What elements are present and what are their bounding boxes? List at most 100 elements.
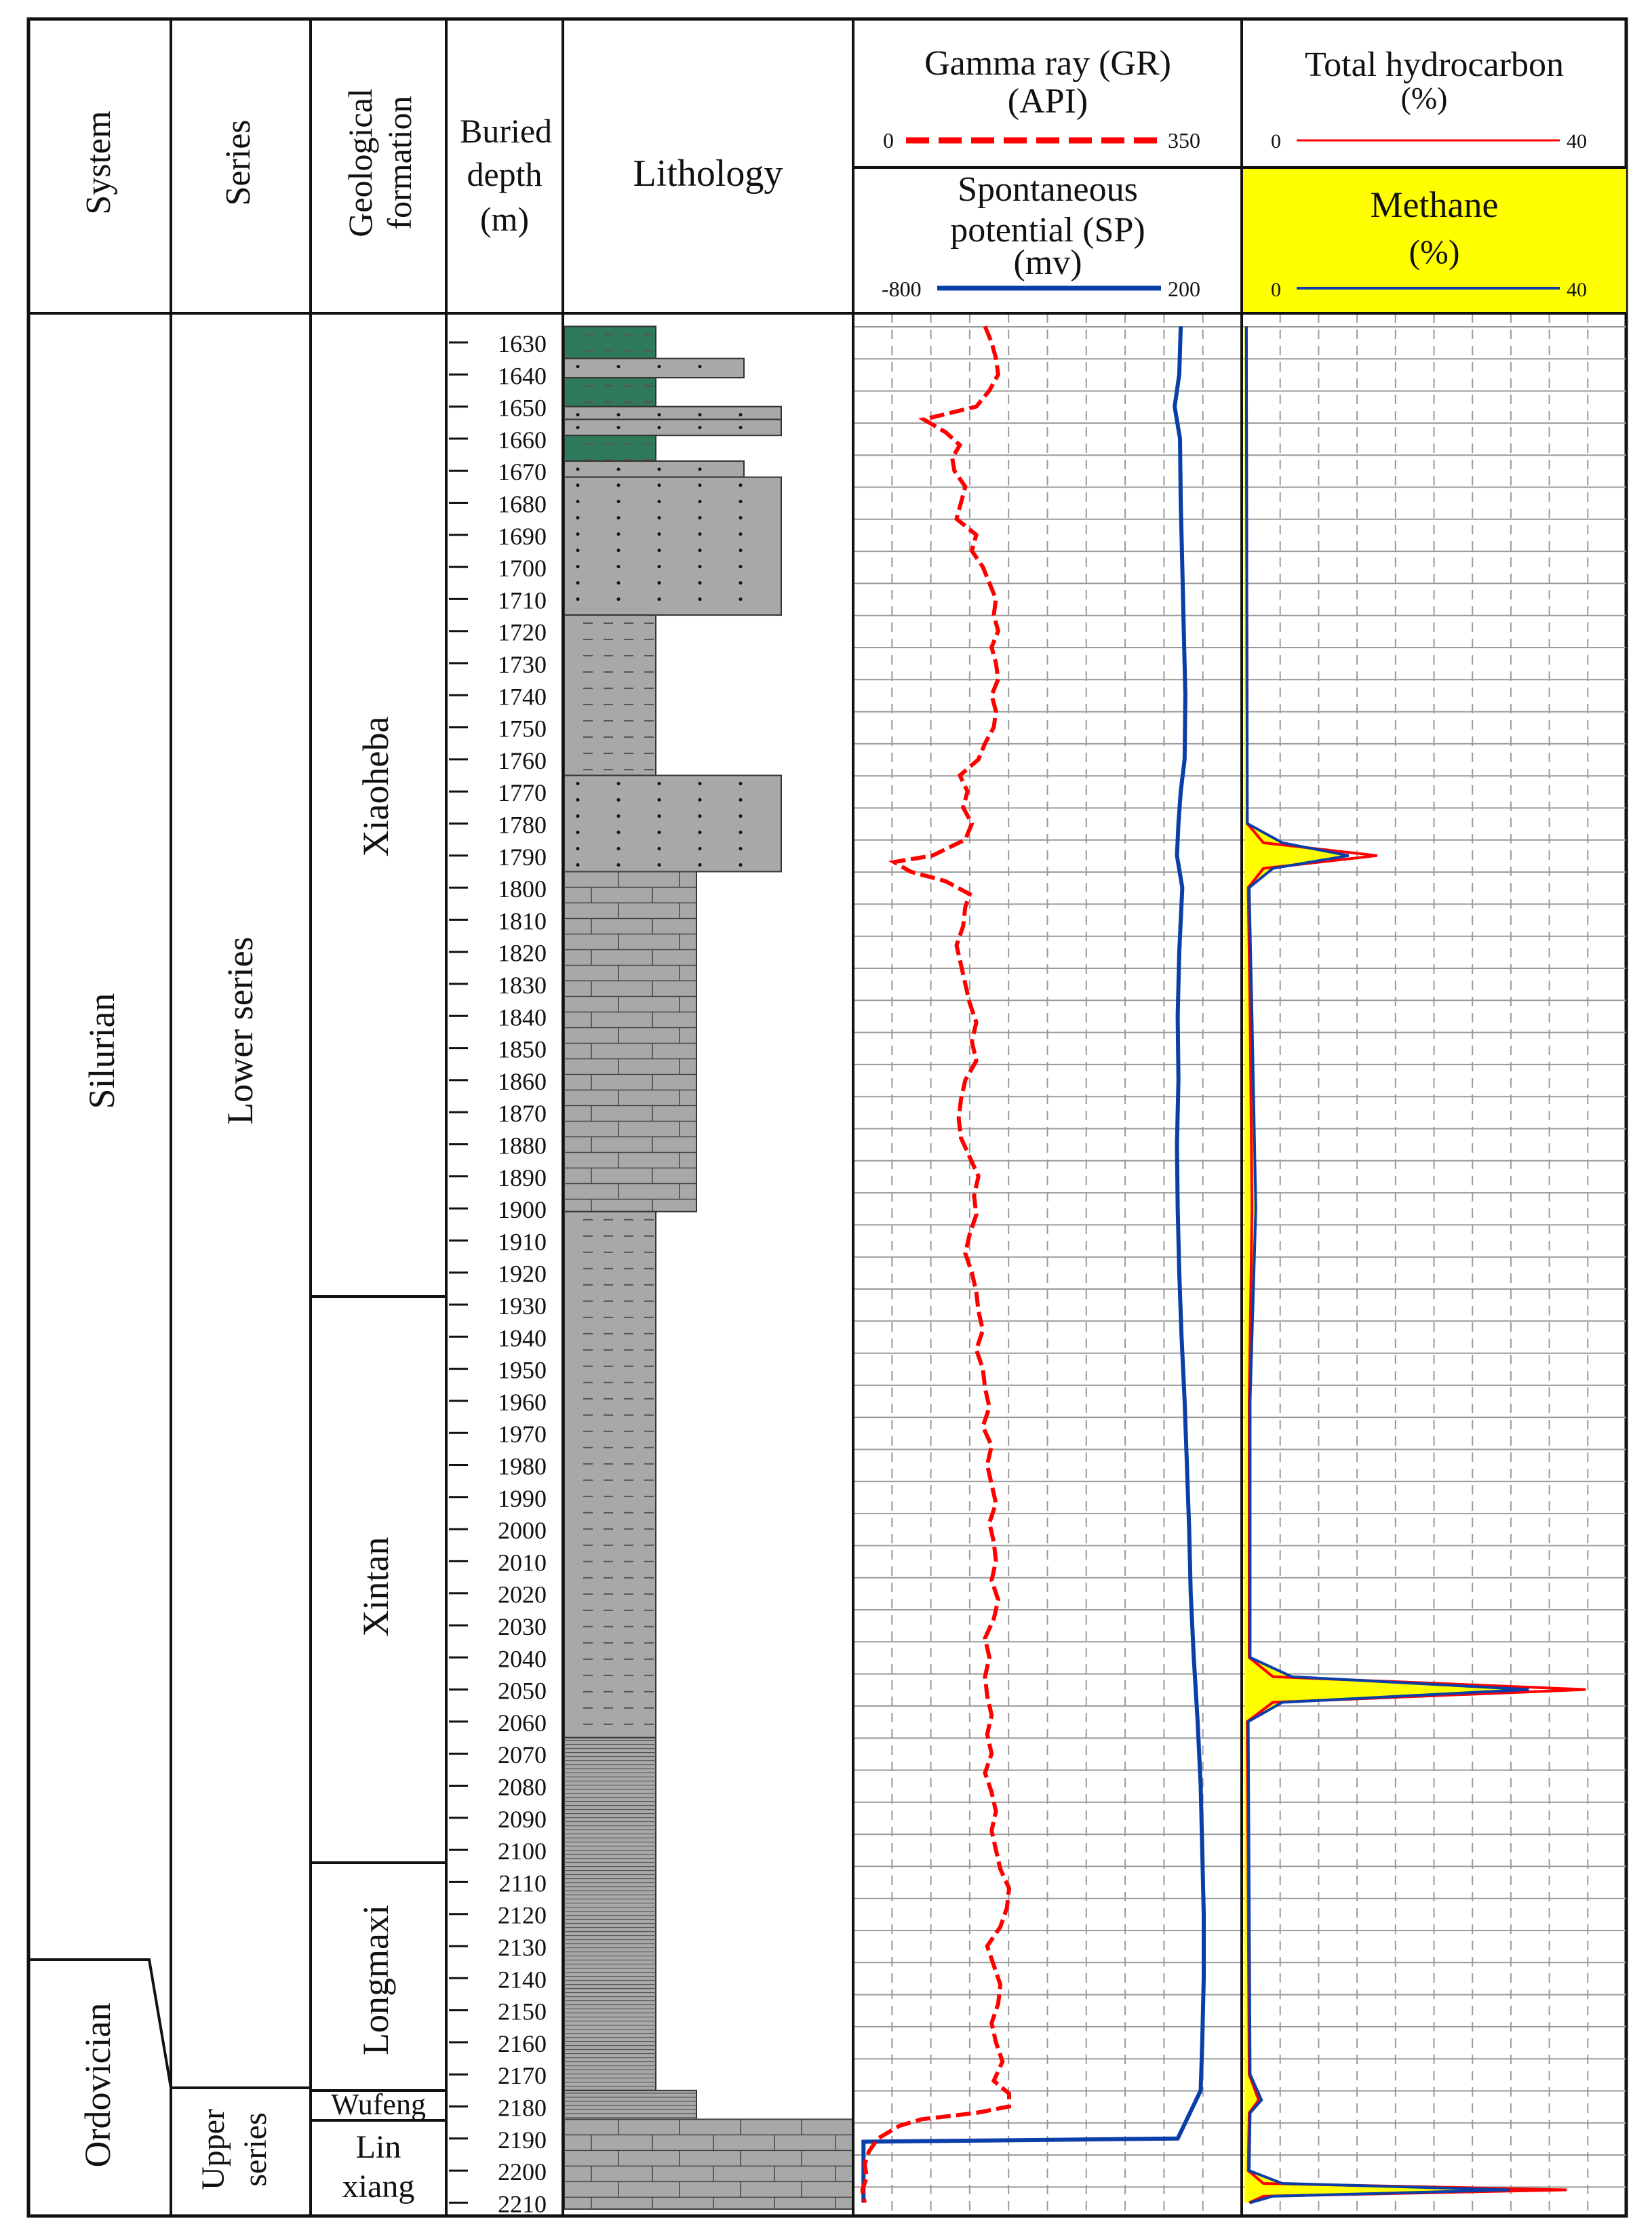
sand-dot xyxy=(576,831,580,835)
sand-dot xyxy=(698,467,702,471)
header-th-line1: Total hydrocarbon xyxy=(1305,45,1564,84)
lithology-block xyxy=(564,418,782,437)
sand-dot xyxy=(657,831,661,835)
sand-dot xyxy=(698,500,702,504)
sand-dot xyxy=(576,549,580,553)
header-lithology: Lithology xyxy=(633,153,783,195)
depth-tick-label: 2200 xyxy=(498,2158,547,2185)
sand-dot xyxy=(657,549,661,553)
depth-tick-label: 2190 xyxy=(498,2126,547,2154)
column-separators xyxy=(28,19,1626,2216)
sand-dot xyxy=(616,365,621,369)
depth-tick-label: 2080 xyxy=(498,1774,547,1801)
depth-tick-label: 2000 xyxy=(498,1517,547,1544)
sand-dot xyxy=(616,565,621,569)
th-scale-max: 40 xyxy=(1567,130,1587,153)
sand-dot xyxy=(576,500,580,504)
depth-tick-label: 1740 xyxy=(498,683,547,710)
depth-tick-label: 2100 xyxy=(498,1838,547,1865)
sand-dot xyxy=(576,532,580,536)
header-sp-line1: Spontaneous xyxy=(958,170,1138,209)
depth-tick-label: 1820 xyxy=(498,940,547,967)
depth-tick-label: 1710 xyxy=(498,587,547,614)
depth-tick-label: 1750 xyxy=(498,715,547,743)
sand-dot xyxy=(576,426,580,430)
ch4-scale-max: 40 xyxy=(1567,279,1587,301)
header-formation-line2: formation xyxy=(380,96,418,229)
sp-scale-min: -800 xyxy=(882,277,922,301)
depth-tick-label: 1690 xyxy=(498,523,547,550)
series-upper-line2: series xyxy=(237,2112,273,2186)
sand-dot xyxy=(657,798,661,802)
methane-curve xyxy=(1244,326,1529,2204)
sand-dot xyxy=(698,516,702,520)
header-series: Series xyxy=(219,119,258,205)
lithology-block xyxy=(564,2118,854,2210)
header-depth-line2: depth xyxy=(467,155,542,193)
system-ordovician: Ordovician xyxy=(77,2003,118,2168)
depth-tick-label: 1790 xyxy=(498,844,547,871)
sand-dot xyxy=(698,863,702,867)
ch4-scale-min: 0 xyxy=(1271,279,1281,301)
sand-dot xyxy=(739,565,743,569)
sand-dot xyxy=(616,847,621,851)
depth-tick-label: 1860 xyxy=(498,1068,547,1095)
lithology-block xyxy=(564,774,782,873)
depth-tick-label: 1770 xyxy=(498,779,547,806)
lithology-block xyxy=(564,2089,697,2120)
sand-dot xyxy=(657,365,661,369)
sand-dot xyxy=(576,516,580,520)
formation-linxiang-line2: xiang xyxy=(342,2169,415,2204)
lithology-block xyxy=(564,871,697,1212)
sand-dot xyxy=(616,798,621,802)
sand-dot xyxy=(739,863,743,867)
series-lower: Lower series xyxy=(220,936,260,1124)
sand-dot xyxy=(616,426,621,430)
lithology-block xyxy=(564,1737,656,2091)
sand-dot xyxy=(616,516,621,520)
sand-dot xyxy=(657,782,661,786)
frame xyxy=(26,17,1628,2218)
gr-curve xyxy=(860,325,1012,2203)
depth-tick-label: 2150 xyxy=(498,1998,547,2025)
sand-dot xyxy=(698,365,702,369)
sand-dot xyxy=(616,597,621,601)
formation-xiaoheba: Xiaoheba xyxy=(355,717,396,857)
depth-tick-label: 2090 xyxy=(498,1806,547,1833)
depth-tick-label: 2060 xyxy=(498,1709,547,1737)
header-methane-line2: (%) xyxy=(1409,233,1460,271)
sand-dot xyxy=(739,581,743,585)
depth-tick-label: 1650 xyxy=(498,395,547,422)
sand-dot xyxy=(616,413,621,417)
depth-tick-label: 1950 xyxy=(498,1357,547,1384)
sp-curve xyxy=(861,326,1206,2203)
depth-tick-label: 2070 xyxy=(498,1741,547,1768)
sand-dot xyxy=(739,798,743,802)
sand-dot xyxy=(739,516,743,520)
depth-tick-label: 1910 xyxy=(498,1228,547,1255)
depth-axis: 1630 1640 1650 1660 1670 1680 1690 1700 1710 1720… xyxy=(449,330,547,2217)
depth-tick-label: 2160 xyxy=(498,2030,547,2057)
sand-dot xyxy=(616,500,621,504)
header-depth-line1: Buried xyxy=(460,112,552,150)
sand-dot xyxy=(657,467,661,471)
gr-scale-min: 0 xyxy=(883,128,894,153)
sand-dot xyxy=(739,782,743,786)
depth-tick-label: 2180 xyxy=(498,2095,547,2122)
depth-tick-label: 1980 xyxy=(498,1453,547,1480)
depth-tick-label: 2040 xyxy=(498,1645,547,1672)
sand-dot xyxy=(698,483,702,488)
depth-tick-label: 1920 xyxy=(498,1261,547,1288)
sand-dot xyxy=(657,516,661,520)
formation-longmaxi: Longmaxi xyxy=(355,1905,396,2055)
sand-dot xyxy=(657,500,661,504)
depth-tick-label: 1830 xyxy=(498,972,547,999)
sand-dot xyxy=(739,831,743,835)
sand-dot xyxy=(698,597,702,601)
sand-dot xyxy=(616,467,621,471)
depth-tick-label: 1940 xyxy=(498,1324,547,1351)
sand-dot xyxy=(698,782,702,786)
lithology-block xyxy=(564,357,745,379)
depth-tick-label: 1780 xyxy=(498,812,547,839)
depth-tick-label: 2140 xyxy=(498,1966,547,1993)
